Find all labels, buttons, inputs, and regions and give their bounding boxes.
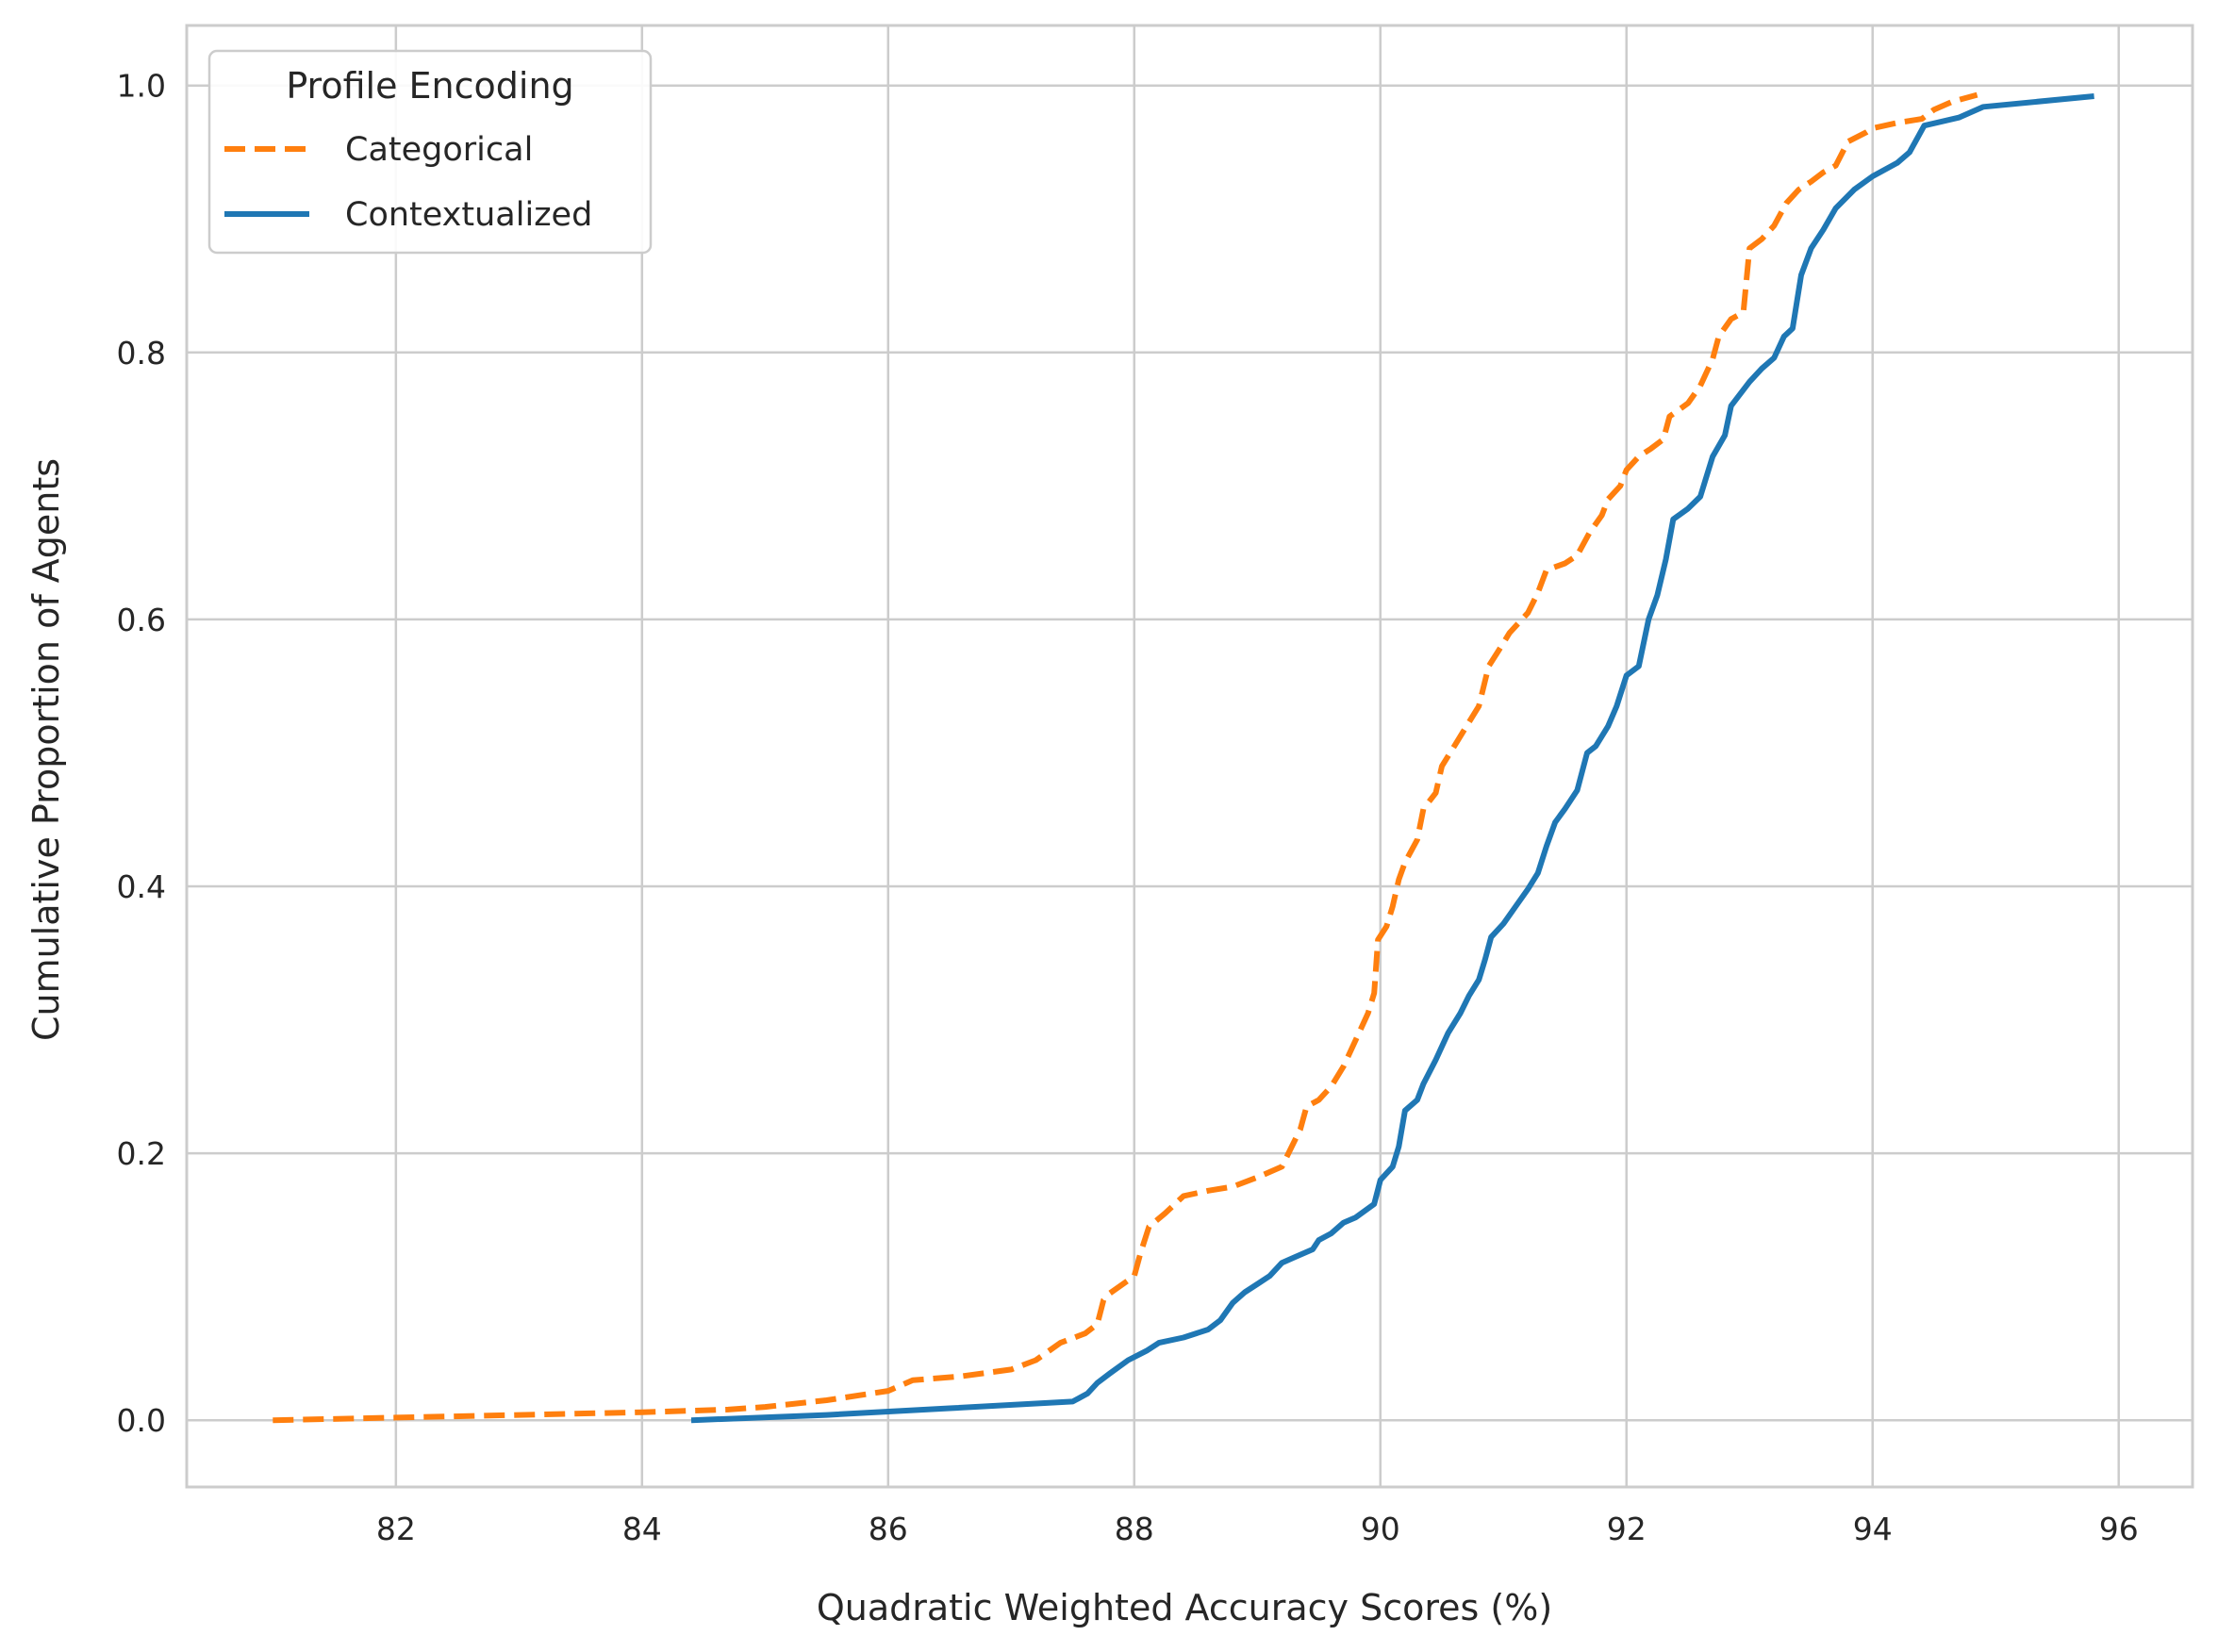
x-tick-label: 82: [376, 1511, 416, 1547]
x-tick-label: 92: [1607, 1511, 1647, 1547]
x-tick-label: 96: [2099, 1511, 2139, 1547]
legend-box: [207, 49, 653, 255]
legend-label-contextualized: Contextualized: [345, 196, 592, 234]
x-tick-label: 88: [1115, 1511, 1154, 1547]
x-tick-labels: 82 84 86 88 90 92 94 96: [376, 1511, 2139, 1547]
y-tick-label: 0.2: [117, 1135, 166, 1172]
grid-lines: [187, 25, 2193, 1487]
legend: Profile Encoding Categorical Contextuali…: [207, 49, 653, 255]
y-tick-labels: 0.0 0.2 0.4 0.6 0.8 1.0: [117, 68, 166, 1440]
x-tick-label: 94: [1853, 1511, 1893, 1547]
series-line-categorical: [273, 91, 1978, 1424]
x-tick-label: 84: [622, 1511, 662, 1547]
y-tick-label: 0.0: [117, 1402, 166, 1439]
y-tick-label: 0.4: [117, 868, 166, 905]
y-tick-label: 0.6: [117, 602, 166, 638]
x-axis-label: Quadratic Weighted Accuracy Scores (%): [817, 1587, 1552, 1628]
legend-title: Profile Encoding: [286, 65, 573, 107]
y-axis-label: Cumulative Proportion of Agents: [25, 458, 67, 1041]
series-lines: [273, 91, 2094, 1424]
x-tick-label: 86: [869, 1511, 908, 1547]
x-tick-label: 90: [1361, 1511, 1400, 1547]
legend-label-categorical: Categorical: [345, 131, 533, 169]
series-line-contextualized: [690, 93, 2094, 1424]
y-tick-label: 1.0: [117, 68, 166, 105]
y-tick-label: 0.8: [117, 335, 166, 372]
plot-area: [187, 25, 2193, 1487]
plot-frame: [185, 24, 2194, 1489]
